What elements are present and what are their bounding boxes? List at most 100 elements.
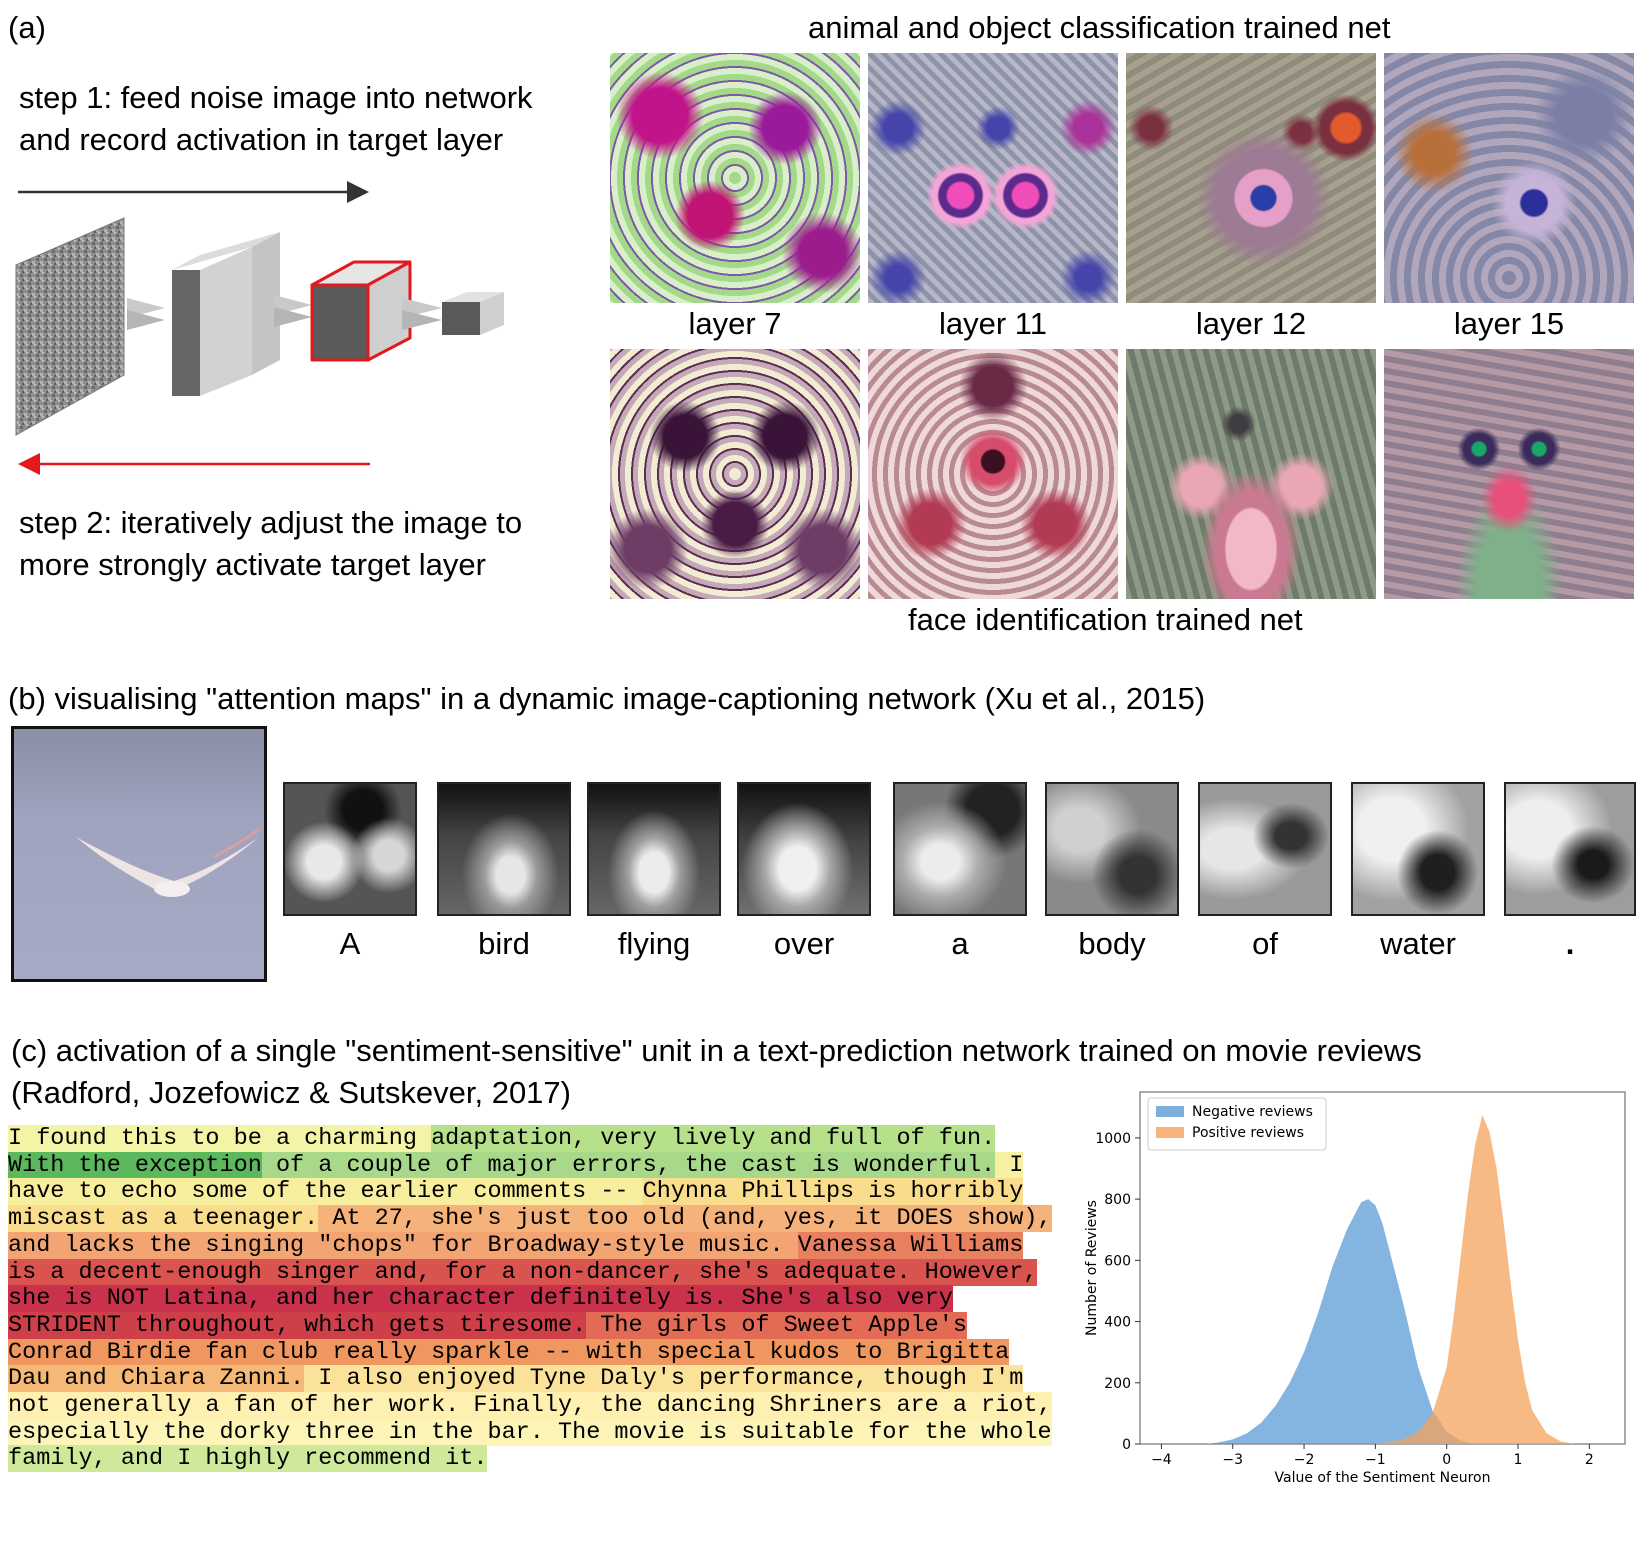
y-tick-label: 400: [1104, 1315, 1131, 1331]
review-line: miscast as a teenager. At 27, she's just…: [8, 1205, 1052, 1233]
vis-bottom-layer12: [1126, 349, 1376, 599]
review-line: STRIDENT throughout, which gets tiresome…: [8, 1311, 1052, 1340]
series-area-negative: [1204, 1199, 1476, 1444]
x-tick-label: −1: [1365, 1452, 1386, 1468]
review-line: Dau and Chiara Zanni. I also enjoyed Tyn…: [8, 1365, 1052, 1393]
y-tick-label: 800: [1104, 1192, 1131, 1208]
x-tick-label: −4: [1151, 1452, 1172, 1468]
caption-word-of: of: [1252, 926, 1278, 961]
caption-word-flying: flying: [617, 926, 691, 961]
caption-word-body: body: [1078, 926, 1146, 961]
vis-top-layer11: [868, 53, 1118, 303]
caption-word-period: .: [1565, 926, 1575, 961]
legend-entry: Positive reviews: [1192, 1125, 1304, 1141]
review-segment: family, and I highly recommend it.: [8, 1445, 488, 1473]
vis-top-layer12: [1126, 53, 1376, 303]
attention-map-period: [1504, 782, 1636, 916]
legend-swatch: [1156, 1106, 1184, 1117]
panel-a-label: (a): [8, 10, 46, 45]
layer-label-11: layer 11: [939, 306, 1047, 341]
attention-map-body: [1045, 782, 1179, 916]
review-line: family, and I highly recommend it.: [8, 1445, 1052, 1473]
network-diagram: [15, 217, 504, 436]
review-segment: and lacks the singing "chops" for Broadw…: [8, 1231, 798, 1259]
review-segment: Vanessa Williams: [797, 1231, 1024, 1259]
review-segment: Conrad Birdie fan club really sparkle --…: [8, 1338, 1010, 1366]
review-segment: she is NOT Latina, and her character def…: [8, 1285, 953, 1313]
review-segment: I: [995, 1151, 1024, 1179]
input-photo-bird: [11, 726, 267, 982]
review-line: and lacks the singing "chops" for Broadw…: [8, 1231, 1052, 1260]
attention-map-A: [283, 782, 417, 916]
vis-top-layer7: [610, 53, 860, 303]
layer-label-15: layer 15: [1453, 306, 1565, 341]
vis-top-layer15: [1384, 53, 1634, 303]
review-segment: is a decent-enough singer and, for a non…: [8, 1258, 1038, 1286]
panel-c-title-line2: (Radford, Jozefowicz & Sutskever, 2017): [11, 1075, 571, 1110]
review-segment: I also enjoyed Tyne Daly's performance, …: [304, 1365, 1024, 1393]
review-line: With the exception of a couple of major …: [8, 1151, 1052, 1180]
caption-word-bird: bird: [478, 926, 530, 961]
attention-map-flying: [587, 782, 721, 916]
y-tick-label: 1000: [1095, 1131, 1131, 1147]
review-segment: have to echo some of the earlier comment…: [8, 1178, 643, 1206]
caption-word-A: A: [339, 926, 361, 961]
review-line: Conrad Birdie fan club really sparkle --…: [8, 1338, 1052, 1367]
backward-arrow: [18, 453, 370, 475]
vis-bottom-layer11: [868, 349, 1118, 599]
step1-line2: and record activation in target layer: [19, 122, 504, 157]
review-segment: not generally a fan of her work. Finally…: [8, 1392, 1052, 1420]
panel-c-title-line1: (c) activation of a single "sentiment-se…: [11, 1033, 1422, 1068]
review-segment: adaptation, very lively and full of fun.: [431, 1125, 996, 1152]
y-axis-label: Number of Reviews: [1084, 1200, 1100, 1336]
review-segment: miscast as a teenager.: [8, 1205, 319, 1233]
attention-map-water: [1351, 782, 1485, 916]
review-segment: especially the dorky three in the bar. T…: [8, 1418, 1052, 1446]
y-tick-label: 0: [1122, 1437, 1131, 1453]
legend-entry: Negative reviews: [1192, 1104, 1313, 1120]
vis-bottom-layer7: [610, 349, 860, 599]
caption-word-a: a: [951, 926, 969, 961]
review-text: I found this to be a charming adaptation…: [8, 1125, 1052, 1473]
layer-label-7: layer 7: [688, 306, 782, 341]
attention-map-over: [737, 782, 871, 916]
review-line: have to echo some of the earlier comment…: [8, 1178, 1052, 1206]
review-segment: The girls of Sweet Apple's: [586, 1311, 967, 1339]
review-line: especially the dorky three in the bar. T…: [8, 1418, 1052, 1447]
review-segment: Dau and Chiara Zanni.: [8, 1365, 305, 1393]
series-area-positive: [1375, 1114, 1576, 1444]
y-tick-label: 600: [1104, 1253, 1131, 1269]
review-line: not generally a fan of her work. Finally…: [8, 1392, 1052, 1420]
bird-shape: [76, 827, 260, 897]
review-line: she is NOT Latina, and her character def…: [8, 1285, 1052, 1313]
panel-b-title: (b) visualising "attention maps" in a dy…: [8, 681, 1206, 716]
vis-bottom-layer15: [1384, 349, 1634, 599]
step2-line2: more strongly activate target layer: [19, 547, 486, 582]
sentiment-histogram: −4 −3 −2 −1 0 1 2 0 200 400 600 800 1000 Value of the…: [1084, 1091, 1626, 1486]
review-segment: At 27, she's just too old (and, yes, it …: [318, 1205, 1052, 1233]
caption-word-over: over: [773, 926, 835, 961]
noise-input-image: [15, 217, 125, 436]
x-tick-label: 1: [1514, 1452, 1523, 1468]
review-line: I found this to be a charming adaptation…: [8, 1125, 1052, 1153]
layer-label-12: layer 12: [1195, 306, 1307, 341]
legend-swatch: [1156, 1127, 1184, 1138]
x-tick-label: −3: [1222, 1452, 1243, 1468]
review-line: is a decent-enough singer and, for a non…: [8, 1258, 1052, 1287]
forward-arrow: [18, 181, 369, 203]
attention-map-a: [893, 782, 1027, 916]
review-segment: STRIDENT throughout, which gets tiresome…: [8, 1311, 587, 1339]
x-tick-label: −2: [1294, 1452, 1315, 1468]
legend-box: [1147, 1097, 1327, 1151]
attention-map-bird: [437, 782, 571, 916]
review-segment: I found this to be a charming: [8, 1125, 432, 1152]
attention-map-of: [1198, 782, 1332, 916]
x-tick-label: 2: [1585, 1452, 1594, 1468]
x-tick-label: 0: [1442, 1452, 1451, 1468]
x-axis-label: Value of the Sentiment Neuron: [1275, 1470, 1491, 1486]
review-segment: With the exception: [8, 1151, 262, 1179]
step1-line1: step 1: feed noise image into network: [19, 80, 533, 115]
review-segment: of a couple of major errors, the cast is…: [261, 1151, 996, 1179]
bottom-grid-title: face identification trained net: [908, 602, 1303, 637]
target-layer-box: [310, 260, 412, 362]
